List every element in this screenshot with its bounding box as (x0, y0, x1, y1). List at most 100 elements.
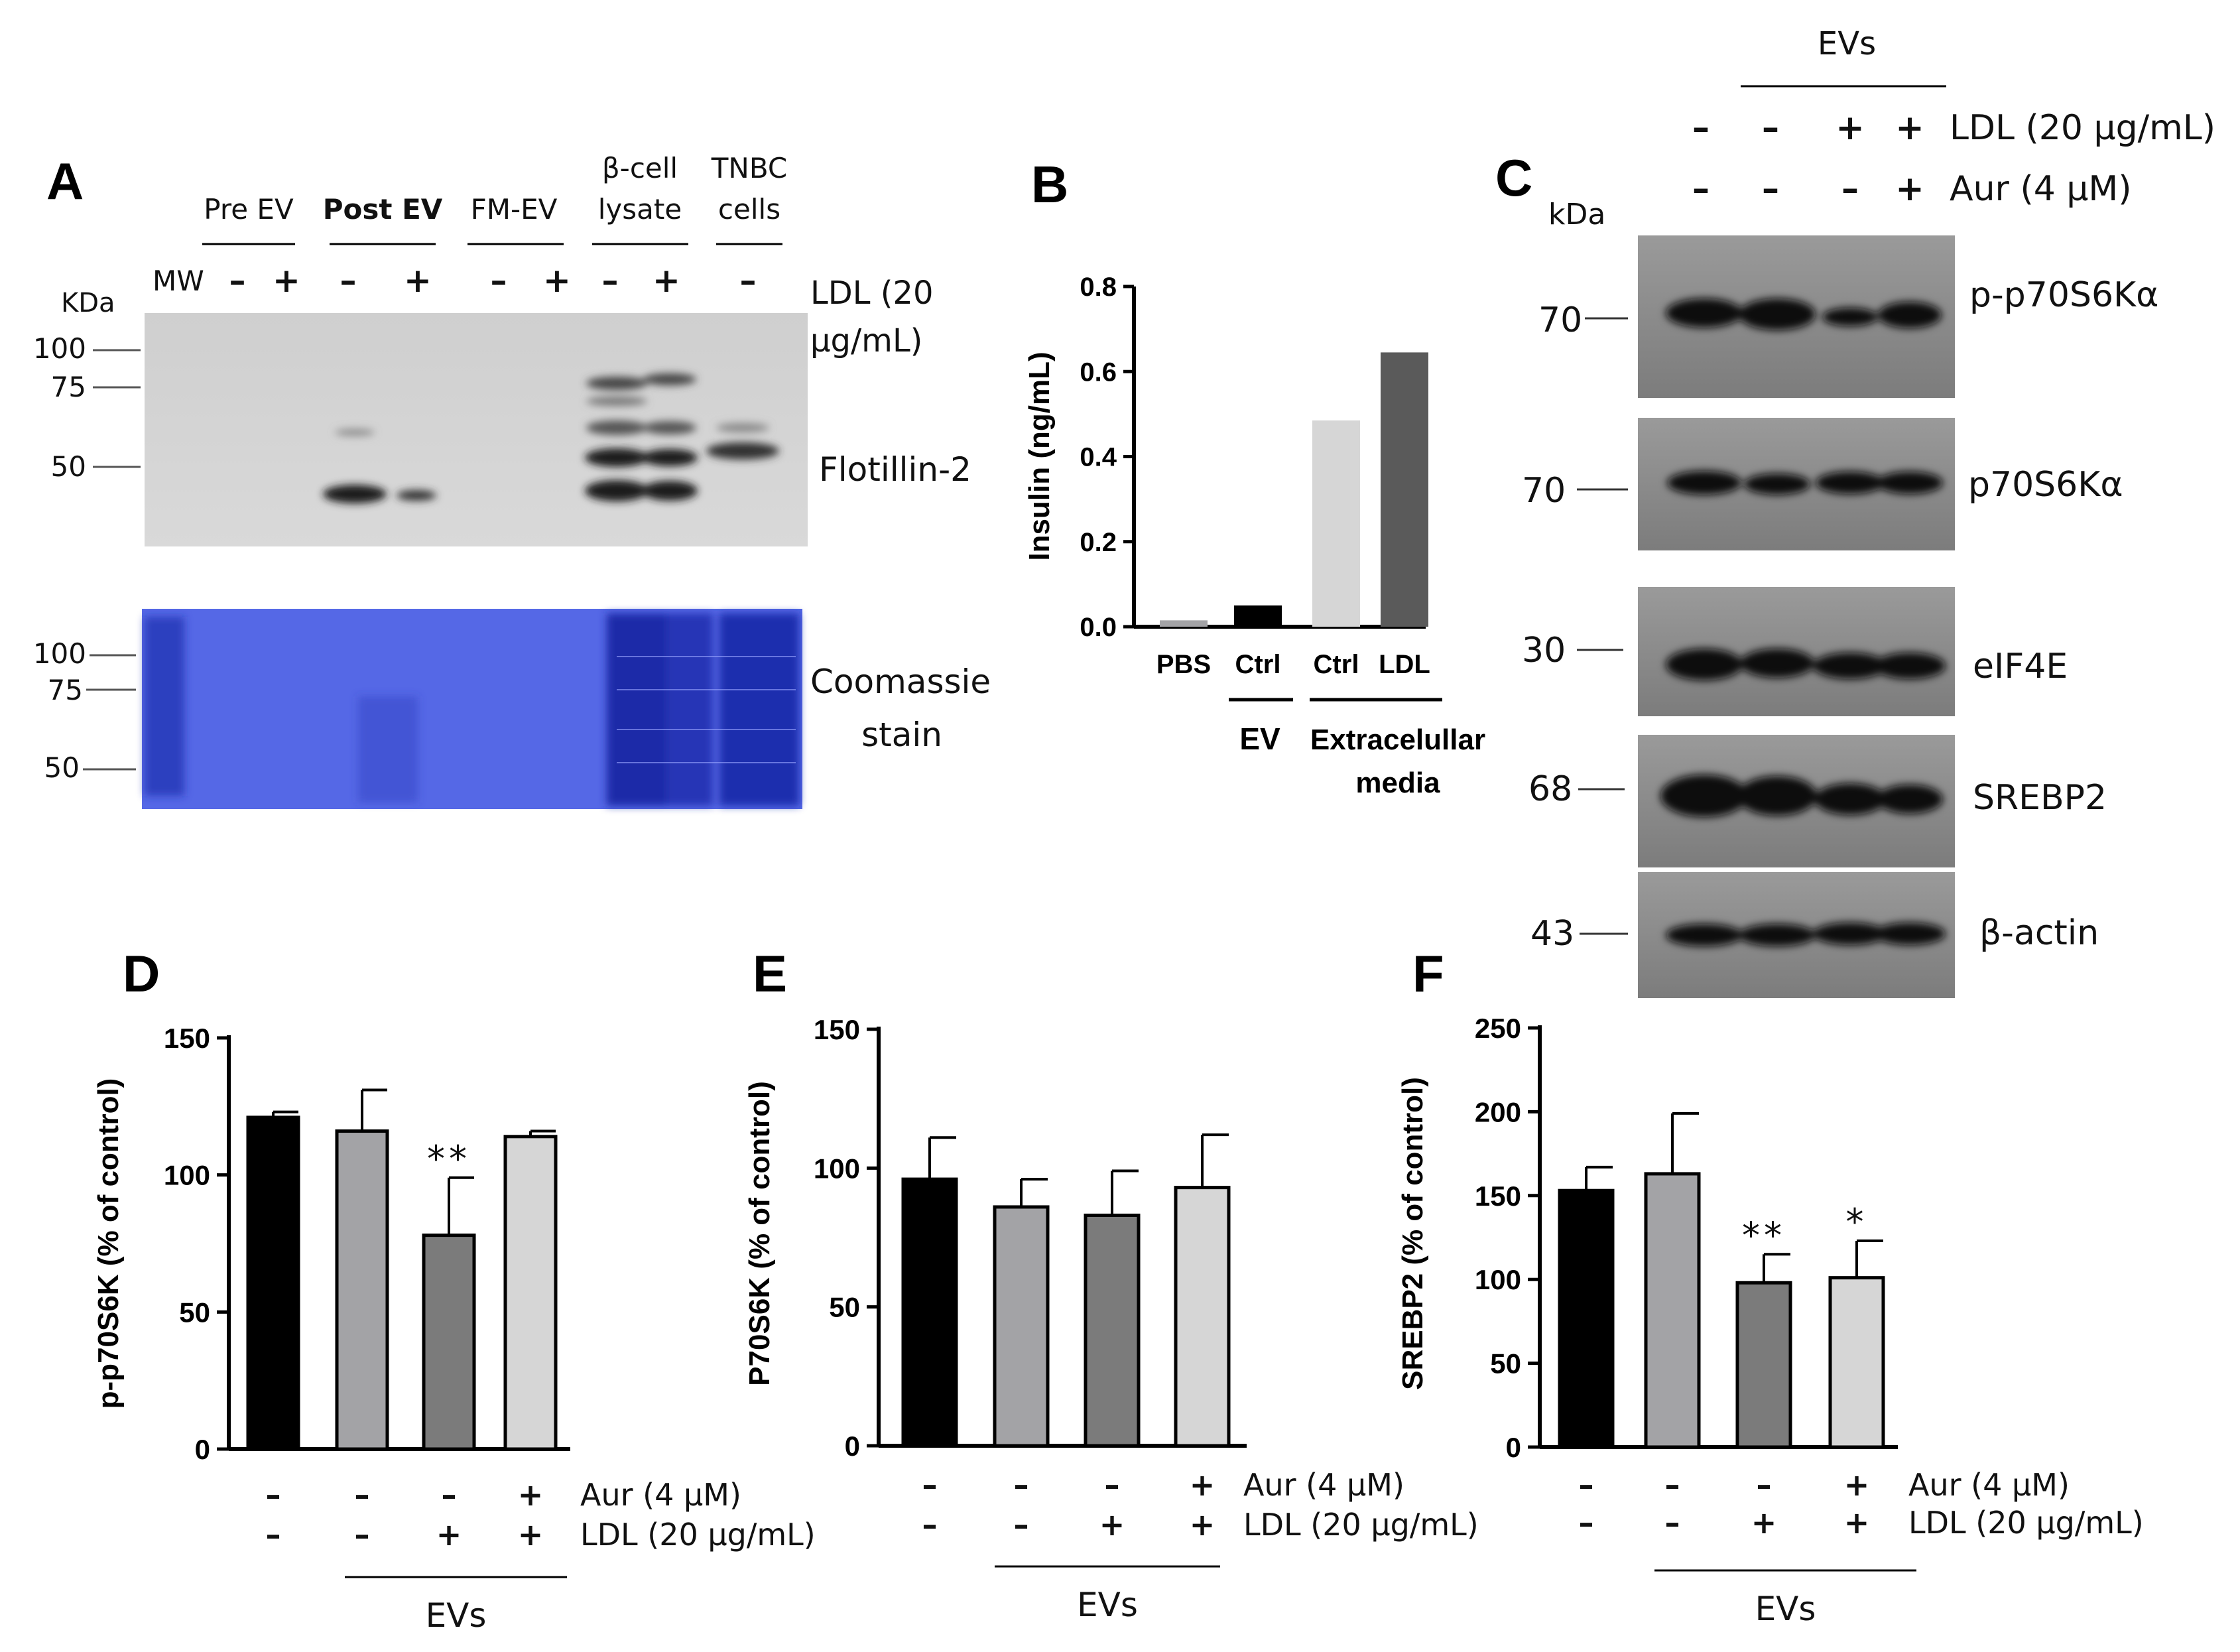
y-tick-label: 0.0 (1080, 613, 1117, 642)
sign: – (1014, 1507, 1029, 1543)
bar (993, 1205, 1050, 1448)
sign: + (1190, 1467, 1215, 1503)
panel-a: A Pre EV Post EV FM-EV β-cell lysate TNB… (33, 152, 991, 809)
y-tick-label: 0.8 (1080, 273, 1117, 302)
y-tick-label: 0.2 (1080, 528, 1117, 557)
ldl-label: LDL (20 μg/mL) (1243, 1507, 1479, 1543)
blot-label: SREBP2 (1973, 778, 2107, 818)
sign: – (266, 1517, 281, 1553)
group-label-fm-ev: FM-EV (471, 193, 558, 225)
bar (1558, 1188, 1615, 1449)
group-label-lysate: lysate (598, 193, 682, 225)
sign: – (340, 261, 357, 300)
blot-label: p70S6Kα (1968, 465, 2123, 505)
y-tick-label: 250 (1475, 1013, 1521, 1044)
sign: – (922, 1467, 938, 1503)
bar (335, 1129, 389, 1451)
category-label: LDL (1379, 650, 1430, 679)
bar (503, 1135, 558, 1451)
sign: – (1757, 1467, 1772, 1503)
y-tick-label: 150 (1475, 1180, 1521, 1212)
y-axis-label: P70S6K (% of control) (743, 1081, 776, 1386)
marker: 50 (44, 751, 80, 784)
sign: + (1836, 108, 1865, 148)
chart-b: B 0.0 0.2 0.4 0.6 0.8 PBS Ctrl Ctrl LDL Insulin (n… (1023, 155, 1485, 799)
panel-letter: F (1412, 944, 1444, 1003)
panel-letter: D (123, 944, 160, 1003)
sign: – (1014, 1467, 1029, 1503)
significance-marker: ** (1742, 1214, 1786, 1256)
blot-p-p70s6k: p-p70S6Kα 70 (1538, 235, 2158, 398)
sign: + (1190, 1507, 1215, 1543)
group-label-beta-cell: β-cell (602, 152, 678, 184)
y-tick-label: 0 (195, 1434, 210, 1465)
aur-label: Aur (4 μM) (1908, 1467, 2070, 1503)
category-label: PBS (1156, 650, 1211, 679)
bar (901, 1177, 958, 1448)
y-tick-label: 100 (164, 1160, 210, 1191)
marker: 50 (51, 450, 86, 483)
aur-signs-row: – – – + (1692, 169, 1924, 209)
y-tick-label: 100 (1475, 1264, 1521, 1295)
y-tick-label: 150 (814, 1014, 860, 1045)
bar (1828, 1276, 1885, 1449)
significance-marker: * (1846, 1201, 1868, 1243)
blot-beta-actin: β-actin 43 (1530, 872, 2099, 998)
coomassie-gel (142, 609, 802, 809)
sign: + (1751, 1505, 1777, 1541)
kda-label: KDa (61, 288, 115, 318)
y-tick-label: 0 (845, 1430, 860, 1462)
aur-label: Aur (4 μM) (1243, 1467, 1404, 1503)
group-label-cells: cells (718, 193, 780, 225)
sign: – (442, 1477, 457, 1513)
treatment-label-line1: LDL (20 (810, 275, 934, 312)
sign: – (1665, 1467, 1680, 1503)
group-label-ev: EV (1239, 722, 1280, 756)
aur-label-c: Aur (4 μM) (1950, 169, 2132, 209)
sign: + (543, 261, 571, 300)
y-tick-label: 200 (1475, 1096, 1521, 1127)
group-label-post-ev: Post EV (323, 193, 443, 225)
ldl-label-c: LDL (20 μg/mL) (1950, 108, 2215, 148)
y-tick-label: 150 (164, 1023, 210, 1054)
marker: 100 (33, 637, 86, 670)
mw-label: MW (153, 265, 204, 297)
flotillin-blot (145, 313, 808, 546)
sign: + (1895, 108, 1924, 148)
bar (1174, 1186, 1231, 1448)
y-axis-label: Insulin (ng/mL) (1023, 351, 1056, 560)
coomassie-label-line1: Coomassie (810, 663, 991, 701)
group-label-extracellular: Extracelullar (1310, 724, 1485, 756)
y-tick-label: 50 (179, 1297, 210, 1328)
bar (1084, 1214, 1141, 1448)
sign: – (1105, 1467, 1120, 1503)
evs-group-label: EVs (426, 1596, 487, 1635)
bar (246, 1115, 300, 1451)
chart-e: E 0 50 100 150 – – – – – + + + Aur (4 μM) LDL (20 μg/m… (743, 944, 1479, 1624)
blot-marker: 68 (1528, 769, 1572, 809)
sign: – (602, 261, 619, 300)
y-axis-label: SREBP2 (% of control) (1397, 1077, 1429, 1390)
evs-group-label: EVs (1077, 1586, 1138, 1624)
panel-c: C EVs kDa – – + + – – – + LDL (20 μg/mL)… (1495, 25, 2215, 998)
markers-bottom: 100 75 50 (33, 637, 86, 784)
sign: + (518, 1477, 544, 1513)
sign: – (1579, 1505, 1594, 1541)
sign: – (1762, 169, 1779, 209)
sign: – (1665, 1505, 1680, 1541)
blot-marker: 70 (1522, 471, 1566, 511)
sign: – (355, 1477, 370, 1513)
sign: – (740, 261, 757, 300)
blot-p70s6k: p70S6Kα 70 (1522, 418, 2123, 550)
ldl-label: LDL (20 μg/mL) (580, 1517, 816, 1553)
blot-label: p-p70S6Kα (1969, 275, 2158, 315)
sign: + (1099, 1507, 1125, 1543)
blot-marker: 30 (1522, 631, 1566, 670)
sign: + (518, 1517, 544, 1553)
bar (1312, 420, 1360, 627)
sign: + (436, 1517, 462, 1553)
sign: – (1762, 108, 1779, 148)
ldl-label: LDL (20 μg/mL) (1908, 1505, 2144, 1541)
markers-top: 100 75 50 (33, 332, 86, 483)
bar (1234, 605, 1282, 627)
